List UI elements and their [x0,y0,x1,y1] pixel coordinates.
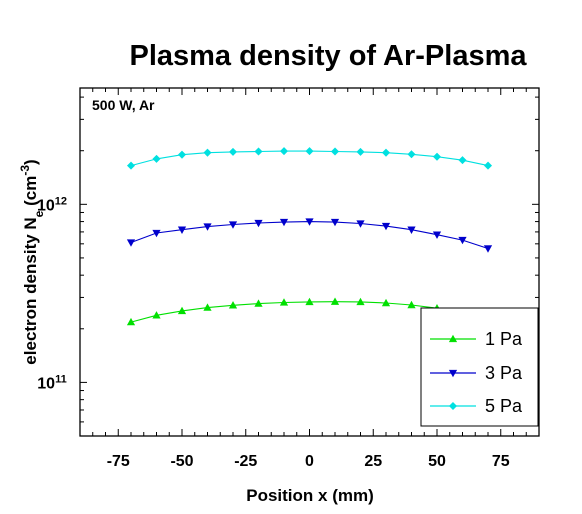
data-point-5-pa [432,152,442,161]
data-point-5-pa [483,161,493,170]
data-point-1-pa [381,298,391,307]
data-point-5-pa [458,156,467,165]
y-tick-label-base: 10 [37,197,55,214]
x-tick-label: -75 [107,453,130,470]
data-point-3-pa [203,223,212,231]
x-tick-label: 75 [492,453,510,470]
data-point-5-pa [381,148,391,157]
data-point-3-pa [254,219,263,228]
data-point-5-pa [356,147,365,156]
x-tick-label: -25 [234,453,257,470]
legend-label-5-pa: 5 Pa [485,396,523,416]
data-point-5-pa [152,154,161,163]
data-point-3-pa [330,218,340,227]
y-tick-label: 1012 [37,195,67,214]
y-axis-label: electron density Ne (cm-3) [18,159,46,364]
data-point-3-pa [458,236,467,245]
legend-marker-1-pa [448,334,458,343]
data-point-3-pa [228,221,238,229]
data-point-1-pa [177,306,187,315]
y-axis-label-subscript: e [32,210,46,217]
data-point-1-pa [203,303,212,311]
data-point-3-pa [381,222,391,231]
data-point-3-pa [356,220,365,228]
y-tick-label-exponent: 12 [55,195,67,207]
y-axis-label-unit-exponent: -3 [18,165,32,176]
data-point-1-pa [254,299,263,307]
data-point-5-pa [305,147,314,156]
legend: 1 Pa 3 Pa 5 Pa [420,307,539,427]
data-point-1-pa [407,300,416,309]
chart-title: Plasma density of Ar-Plasma [129,40,527,72]
data-point-5-pa [254,147,263,156]
data-point-3-pa [152,229,161,238]
x-axis-ticks: -75 -50 -25 0 25 50 75 [92,88,527,470]
legend-label-3-pa: 3 Pa [485,363,523,383]
data-point-1-pa [279,298,289,306]
x-tick-label: 50 [428,453,446,470]
y-tick-label-base: 10 [37,375,55,392]
data-point-3-pa [407,226,416,234]
data-point-5-pa [228,147,238,156]
data-point-3-pa [177,226,187,234]
data-point-3-pa [432,231,442,239]
data-point-1-pa [152,311,161,319]
x-tick-label: 25 [364,453,382,470]
series-layer [126,147,493,326]
y-axis-label-main: electron density N [21,217,40,364]
data-point-3-pa [279,218,289,227]
legend-marker-5-pa [448,401,458,411]
data-point-3-pa [305,218,314,226]
y-tick-label: 1011 [37,373,66,392]
data-point-1-pa [330,297,340,305]
data-point-5-pa [126,161,136,170]
data-point-1-pa [305,297,314,306]
legend-marker-3-pa [448,369,458,378]
data-point-1-pa [126,317,136,326]
x-tick-label: 0 [305,453,314,470]
data-point-5-pa [407,150,416,159]
x-tick-label: -50 [170,453,193,470]
y-axis-label-unit-open: (cm [21,176,40,211]
data-point-1-pa [228,301,238,309]
y-tick-label-exponent: 11 [55,373,67,385]
data-point-5-pa [203,148,212,157]
data-point-3-pa [126,239,136,247]
data-point-1-pa [356,297,365,306]
data-point-5-pa [330,147,340,156]
x-axis-label: Position x (mm) [246,486,374,505]
plot-annotation: 500 W, Ar [92,97,155,113]
y-axis-label-unit-close: ) [21,159,40,165]
legend-label-1-pa: 1 Pa [485,329,523,349]
data-point-5-pa [279,147,289,156]
data-point-5-pa [177,150,187,159]
data-point-3-pa [483,245,493,253]
